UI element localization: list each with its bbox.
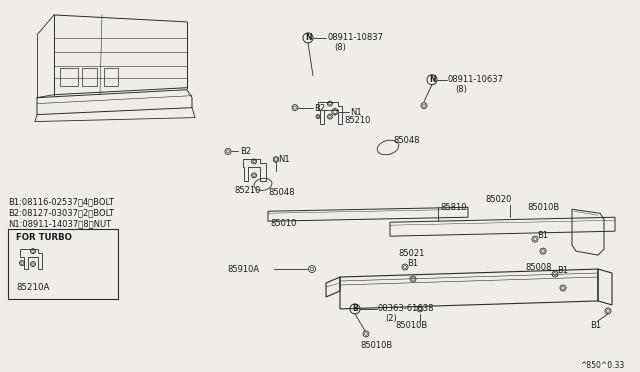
Text: 85010: 85010 [270,219,296,228]
Bar [60,68,78,86]
Text: 85020: 85020 [485,195,511,204]
Text: N1:08911-14037〈8〉NUT: N1:08911-14037〈8〉NUT [8,219,111,228]
Text: B2: B2 [314,104,325,113]
Text: B1:08116-02537〈4〉BOLT: B1:08116-02537〈4〉BOLT [8,197,114,206]
Text: N: N [305,33,311,42]
Text: FOR TURBO: FOR TURBO [16,233,72,242]
Text: (2): (2) [385,314,397,323]
Text: 85210: 85210 [344,116,371,125]
Text: 85008: 85008 [525,263,552,272]
Text: 08363-61638: 08363-61638 [378,304,435,313]
Text: B1: B1 [407,259,418,268]
Text: B1: B1 [537,231,548,240]
Text: 85010B: 85010B [395,321,428,330]
Text: N1: N1 [350,108,362,117]
Text: ^850^0.33: ^850^0.33 [580,361,624,370]
Text: 85010B: 85010B [360,341,392,350]
Bar [8,229,118,299]
Bar [82,68,97,86]
Text: 08911-10837: 08911-10837 [327,33,383,42]
Text: 85910A: 85910A [227,265,259,274]
Text: B1: B1 [557,266,568,275]
Text: 85048: 85048 [268,188,294,197]
Text: 85048: 85048 [393,135,419,145]
Text: 85810: 85810 [440,203,467,212]
Text: 85021: 85021 [398,249,424,258]
Text: (8): (8) [334,43,346,52]
Text: 08911-10637: 08911-10637 [448,75,504,84]
Text: B: B [352,304,358,314]
Text: 85210A: 85210A [16,283,49,292]
Text: B2:08127-03037〈2〉BOLT: B2:08127-03037〈2〉BOLT [8,208,114,217]
Text: N1: N1 [278,155,290,164]
Text: B2: B2 [240,147,251,157]
Text: (8): (8) [455,85,467,94]
Text: 85010B: 85010B [527,203,559,212]
Text: B1: B1 [590,321,601,330]
Bar [104,68,118,86]
Text: 85210: 85210 [234,186,260,195]
Text: N: N [429,75,435,84]
